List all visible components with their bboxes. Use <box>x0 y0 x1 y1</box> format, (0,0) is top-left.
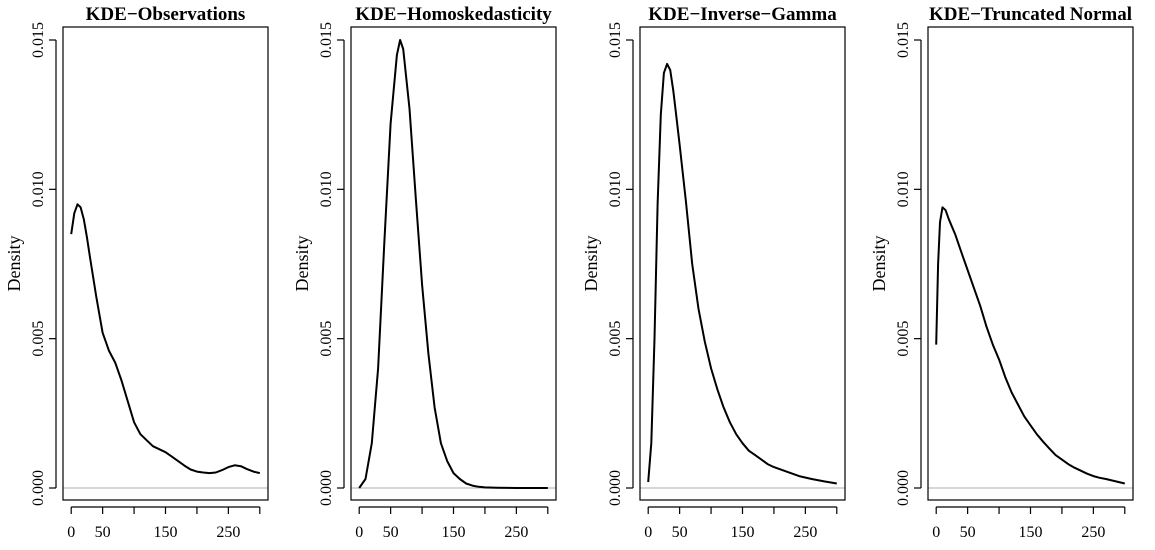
x-tick-label: 250 <box>793 524 817 541</box>
x-tick-label: 50 <box>95 524 111 541</box>
density-curve <box>935 206 1126 485</box>
x-tick-label: 250 <box>216 524 240 541</box>
y-tick-label: 0.000 <box>30 470 47 506</box>
y-axis-label: Density <box>869 236 889 292</box>
x-tick-label: 150 <box>442 524 466 541</box>
y-tick-label: 0.000 <box>607 470 624 506</box>
chart-title: KDE−Inverse−Gamma <box>648 4 837 25</box>
y-tick-label: 0.005 <box>30 321 47 357</box>
y-tick-label: 0.000 <box>318 470 335 506</box>
density-curve <box>647 62 837 485</box>
x-tick-label: 0 <box>355 524 363 541</box>
chart-title: KDE−Truncated Normal <box>929 4 1132 25</box>
chart-panel-4: KDE−Truncated Normal Density 0.000 0.005 0.0… <box>869 4 1134 541</box>
chart-panel-3: KDE−Inverse−Gamma Density 0.000 0.005 0.010 0… <box>581 4 846 541</box>
y-tick-label: 0.005 <box>318 321 335 357</box>
y-tick-label: 0.010 <box>30 171 47 207</box>
plot-frame <box>350 26 557 501</box>
x-tick-label: 250 <box>504 524 528 541</box>
density-curve <box>70 203 261 475</box>
x-tick-label: 250 <box>1081 524 1105 541</box>
y-tick-label: 0.015 <box>30 22 47 58</box>
plot-frame <box>62 26 269 501</box>
y-axis-label: Density <box>292 236 312 292</box>
x-tick-label: 150 <box>1019 524 1043 541</box>
y-tick-label: 0.015 <box>895 22 912 58</box>
y-tick-label: 0.015 <box>607 22 624 58</box>
chart-title: KDE−Homoskedasticity <box>355 4 552 25</box>
chart-panel-1: KDE−Observations Density 0.000 0.005 0.010 0.… <box>4 4 269 541</box>
y-tick-label: 0.015 <box>318 22 335 58</box>
y-tick-label: 0.000 <box>895 470 912 506</box>
plot-frame <box>927 26 1134 501</box>
x-tick-label: 0 <box>644 524 652 541</box>
x-tick-label: 50 <box>672 524 688 541</box>
y-tick-label: 0.005 <box>607 321 624 357</box>
x-tick-label: 0 <box>932 524 940 541</box>
y-tick-label: 0.005 <box>895 321 912 357</box>
x-tick-label: 50 <box>383 524 399 541</box>
y-tick-label: 0.010 <box>895 171 912 207</box>
y-axis-label: Density <box>4 236 24 292</box>
x-tick-label: 0 <box>67 524 75 541</box>
x-tick-label: 150 <box>731 524 755 541</box>
y-tick-label: 0.010 <box>607 171 624 207</box>
y-axis-label: Density <box>581 236 601 292</box>
x-tick-label: 150 <box>154 524 178 541</box>
density-curve <box>358 39 548 489</box>
chart-panel-2: KDE−Homoskedasticity Density 0.000 0.005 0.0… <box>292 4 557 541</box>
y-tick-label: 0.010 <box>318 171 335 207</box>
x-tick-label: 50 <box>960 524 976 541</box>
chart-title: KDE−Observations <box>86 4 246 25</box>
plot-frame <box>639 26 846 501</box>
